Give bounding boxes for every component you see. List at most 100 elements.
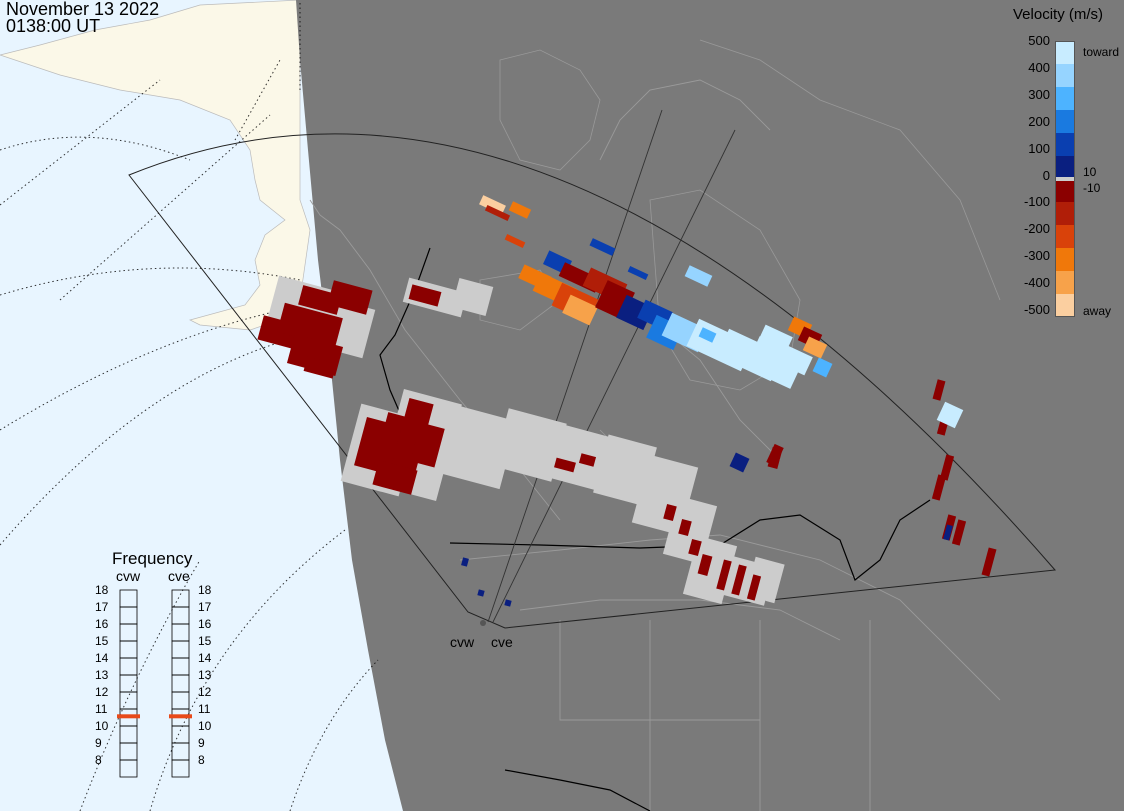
fov-beam-edge-east	[492, 129, 736, 623]
radar-fov-outline	[128, 133, 1057, 629]
freq-radar-label-cve: cve	[168, 568, 190, 584]
colorbar-border	[1055, 41, 1075, 317]
freq-level-label: 17	[95, 600, 109, 614]
colorbar-segment	[1055, 87, 1075, 111]
frequency-title: Frequency	[112, 549, 193, 568]
legend-away-label: away	[1083, 304, 1112, 318]
scatter-cell	[391, 397, 434, 473]
colorbar-segment	[1055, 271, 1075, 295]
scatter-cell	[277, 302, 343, 348]
legend-inner-label-neg: -10	[1083, 181, 1101, 195]
scatter-cell	[508, 201, 532, 219]
scatter-cell	[663, 503, 677, 522]
colorbar-segment	[1055, 248, 1075, 272]
legend-tick-label: 500	[1028, 33, 1050, 48]
scatter-cell	[451, 277, 494, 317]
freq-level-label: 10	[198, 719, 212, 733]
freq-level-label: 17	[198, 600, 212, 614]
scatter-cell	[802, 336, 828, 359]
colorbar-segment	[1055, 133, 1075, 157]
freq-radar-label-cvw: cvw	[116, 568, 141, 584]
scatter-cell	[678, 518, 692, 537]
freq-level-label: 13	[95, 668, 109, 682]
scatter-cell	[504, 599, 512, 607]
scatter-cell	[777, 344, 813, 376]
scatter-cell	[484, 204, 511, 222]
legend-tick-label: -100	[1023, 194, 1050, 210]
colorbar-segment	[1055, 179, 1075, 203]
land-daylight-alaska	[0, 0, 311, 331]
colorbar-ground-scatter-band	[1055, 177, 1075, 181]
legend-tick-label: 0	[1042, 167, 1050, 183]
scatter-cell	[589, 238, 616, 256]
legend-tick-label: -500	[1023, 302, 1050, 317]
scatter-cell	[951, 519, 967, 546]
scatter-cell	[327, 280, 373, 315]
scatter-cell	[562, 294, 598, 326]
velocity-scatter-layer	[257, 195, 997, 607]
legend-inner-label-pos: 10	[1083, 165, 1097, 179]
freq-level-label: 9	[95, 736, 102, 750]
freq-level-label: 8	[198, 753, 205, 767]
legend-toward-label: toward	[1083, 45, 1120, 59]
scatter-cell	[939, 454, 955, 481]
scan-time: 0138:00 UT	[6, 16, 101, 36]
legend-tick-label: 100	[1028, 140, 1050, 156]
scatter-cell	[716, 559, 732, 591]
freq-level-label: 11	[198, 702, 211, 716]
political-borders	[309, 79, 1001, 811]
scatter-cell	[812, 357, 833, 378]
colorbar-segment	[1055, 294, 1075, 317]
freq-level-label: 14	[198, 651, 212, 665]
scatter-cell	[698, 327, 717, 343]
freq-level-label: 18	[198, 583, 212, 597]
scatter-cell	[757, 324, 793, 356]
scatter-cell	[303, 356, 337, 379]
scatter-cell	[931, 474, 947, 501]
radar-site-label-cve: cve	[491, 634, 513, 650]
scatter-cell	[504, 234, 526, 248]
legend-tick-label: 400	[1028, 59, 1050, 75]
scan-date: November 13 2022	[6, 0, 160, 19]
night-terminator-region	[296, 0, 1124, 811]
scatter-cell	[593, 434, 657, 506]
colorbar-segment	[1055, 41, 1075, 65]
freq-level-label: 12	[198, 685, 212, 699]
freq-level-label: 9	[198, 736, 205, 750]
scatter-cell	[410, 422, 445, 468]
freq-level-label: 12	[95, 685, 109, 699]
colorbar-segment	[1055, 64, 1075, 88]
scatter-cell	[688, 538, 702, 557]
scatter-cell	[766, 443, 784, 467]
colorbar-segment	[1055, 225, 1075, 249]
scatter-cell	[744, 336, 806, 389]
freq-level-label: 15	[198, 634, 212, 648]
scatter-cell	[372, 460, 418, 495]
scatter-cell	[479, 195, 506, 215]
velocity-colorbar	[1055, 41, 1075, 317]
scatter-cell	[731, 564, 747, 596]
scatter-cell	[422, 400, 518, 490]
scatter-cell	[627, 266, 649, 280]
legend-tick-label: -300	[1023, 248, 1050, 264]
scatter-cell	[684, 265, 713, 287]
colorbar-segment	[1055, 156, 1075, 180]
freq-level-label: 10	[95, 719, 109, 733]
scatter-cell	[578, 453, 597, 467]
scatter-cell	[408, 284, 442, 307]
legend-tick-label: 200	[1028, 113, 1050, 129]
legend-tick-label: -200	[1023, 221, 1050, 237]
legend-title: Velocity (m/s)	[1013, 6, 1104, 23]
radar-site-marker	[480, 620, 486, 626]
scatter-cell	[746, 574, 762, 601]
scatter-cell	[932, 379, 946, 401]
colorbar-segment	[1055, 110, 1075, 134]
scatter-cell	[477, 589, 485, 597]
freq-level-label: 11	[95, 702, 108, 716]
fov-beam-edge-west	[487, 109, 663, 623]
freq-level-label: 8	[95, 753, 102, 767]
freq-level-label: 16	[198, 617, 212, 631]
scatter-cell	[554, 457, 576, 473]
